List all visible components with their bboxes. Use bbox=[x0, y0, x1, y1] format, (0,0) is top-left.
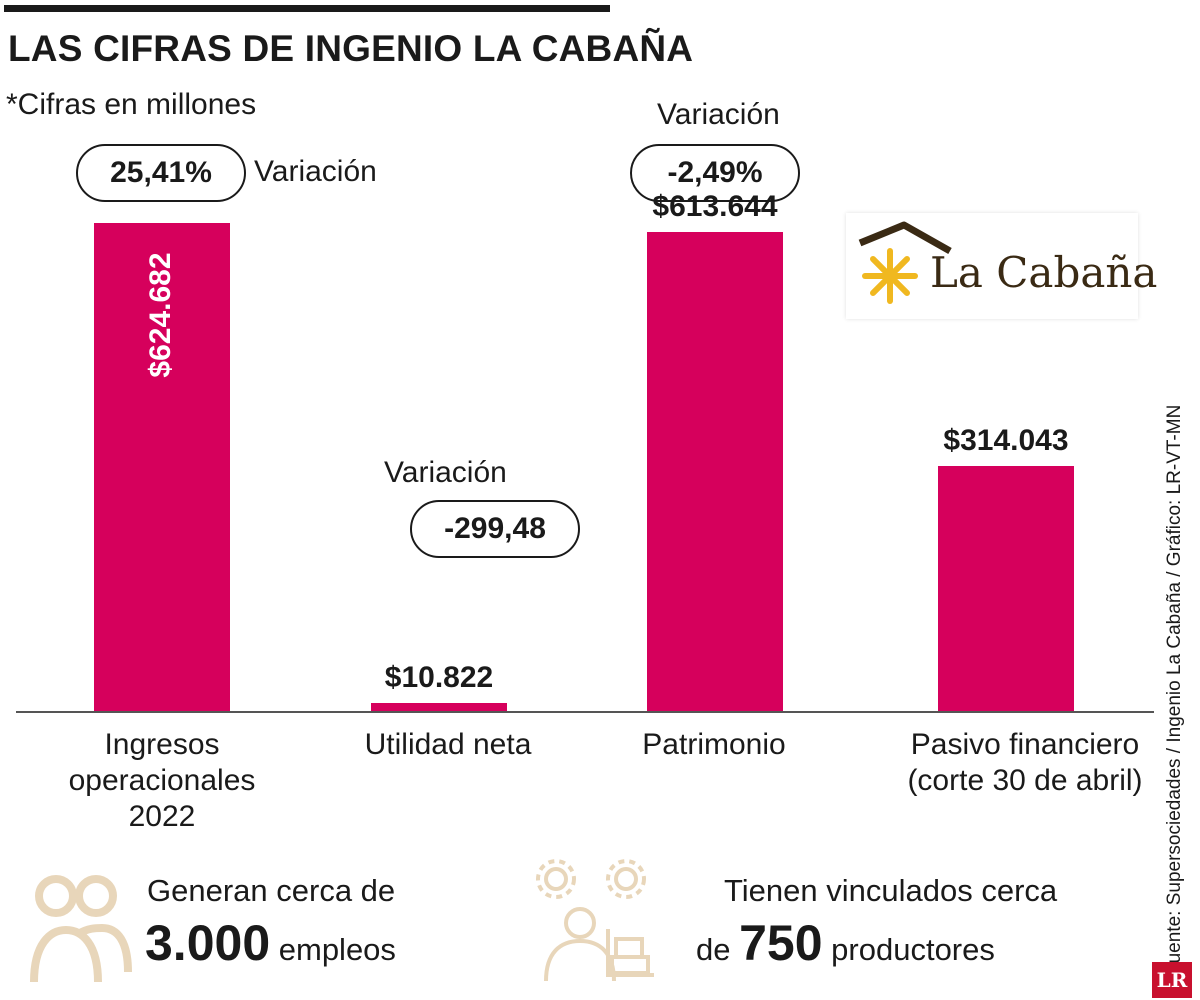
variation-pill-ingresos: 25,41% bbox=[76, 144, 246, 202]
la-cabana-logo bbox=[846, 213, 1138, 319]
top-rule bbox=[4, 5, 610, 12]
stat-producers-unit: productores bbox=[831, 932, 995, 967]
variation-label-utilidad: Variación bbox=[384, 456, 507, 489]
category-label-line: 2022 bbox=[128, 800, 196, 833]
category-label-patrimonio: Patrimonio bbox=[614, 727, 814, 763]
stat-producers-line1: Tienen vinculados cerca bbox=[724, 873, 1058, 908]
x-axis-line bbox=[16, 711, 1154, 713]
stat-employees-line1: Generan cerca de bbox=[147, 873, 396, 908]
category-label-line: Pasivo financiero bbox=[910, 728, 1140, 761]
chart-title: LAS CIFRAS DE INGENIO LA CABAÑA bbox=[8, 28, 694, 69]
source-credit: Fuente: Supersociedades / Ingenio La Cab… bbox=[1164, 404, 1185, 975]
value-label-ingresos: $624.682 bbox=[144, 252, 177, 378]
category-label-line: operacionales bbox=[68, 764, 256, 797]
value-label-utilidad: $10.822 bbox=[384, 661, 494, 694]
lr-brand-badge: LR bbox=[1152, 962, 1192, 998]
category-label-line: (corte 30 de abril) bbox=[907, 764, 1143, 797]
category-label-pasivo: Pasivo financiero (corte 30 de abril) bbox=[880, 727, 1170, 799]
chart-subtitle: *Cifras en millones bbox=[6, 88, 257, 121]
bar-utilidad bbox=[371, 703, 507, 711]
variation-pill-patrimonio: -2,49% bbox=[630, 144, 800, 202]
variation-label-ingresos: Variación bbox=[254, 155, 377, 188]
value-label-pasivo: $314.043 bbox=[943, 424, 1069, 457]
worker-gears-icon bbox=[536, 859, 654, 982]
variation-label-patrimonio: Variación bbox=[657, 98, 780, 131]
bar-pasivo bbox=[938, 466, 1074, 711]
bar-patrimonio bbox=[647, 232, 783, 711]
stat-employees-unit: empleos bbox=[278, 932, 396, 967]
category-label-utilidad: Utilidad neta bbox=[338, 727, 558, 763]
stat-producers-value-row: de 750 productores bbox=[696, 914, 995, 972]
logo-mark-icon bbox=[858, 221, 952, 304]
stat-employees-value-row: 3.000 empleos bbox=[145, 914, 396, 972]
stat-employees-number: 3.000 bbox=[145, 915, 271, 971]
category-label-line: Patrimonio bbox=[642, 728, 786, 761]
bar-ingresos bbox=[94, 223, 230, 711]
stat-producers-number: 750 bbox=[739, 915, 823, 971]
stat-producers-prefix: de bbox=[696, 932, 731, 967]
people-icon bbox=[30, 875, 132, 983]
variation-pill-utilidad: -299,48 bbox=[410, 500, 580, 558]
category-label-line: Ingresos bbox=[104, 728, 220, 761]
category-label-line: Utilidad neta bbox=[364, 728, 532, 761]
value-label-patrimonio: $613.644 bbox=[652, 190, 778, 223]
logo-text: La Cabaña bbox=[930, 248, 1158, 297]
category-label-ingresos: Ingresos operacionales 2022 bbox=[62, 727, 262, 835]
